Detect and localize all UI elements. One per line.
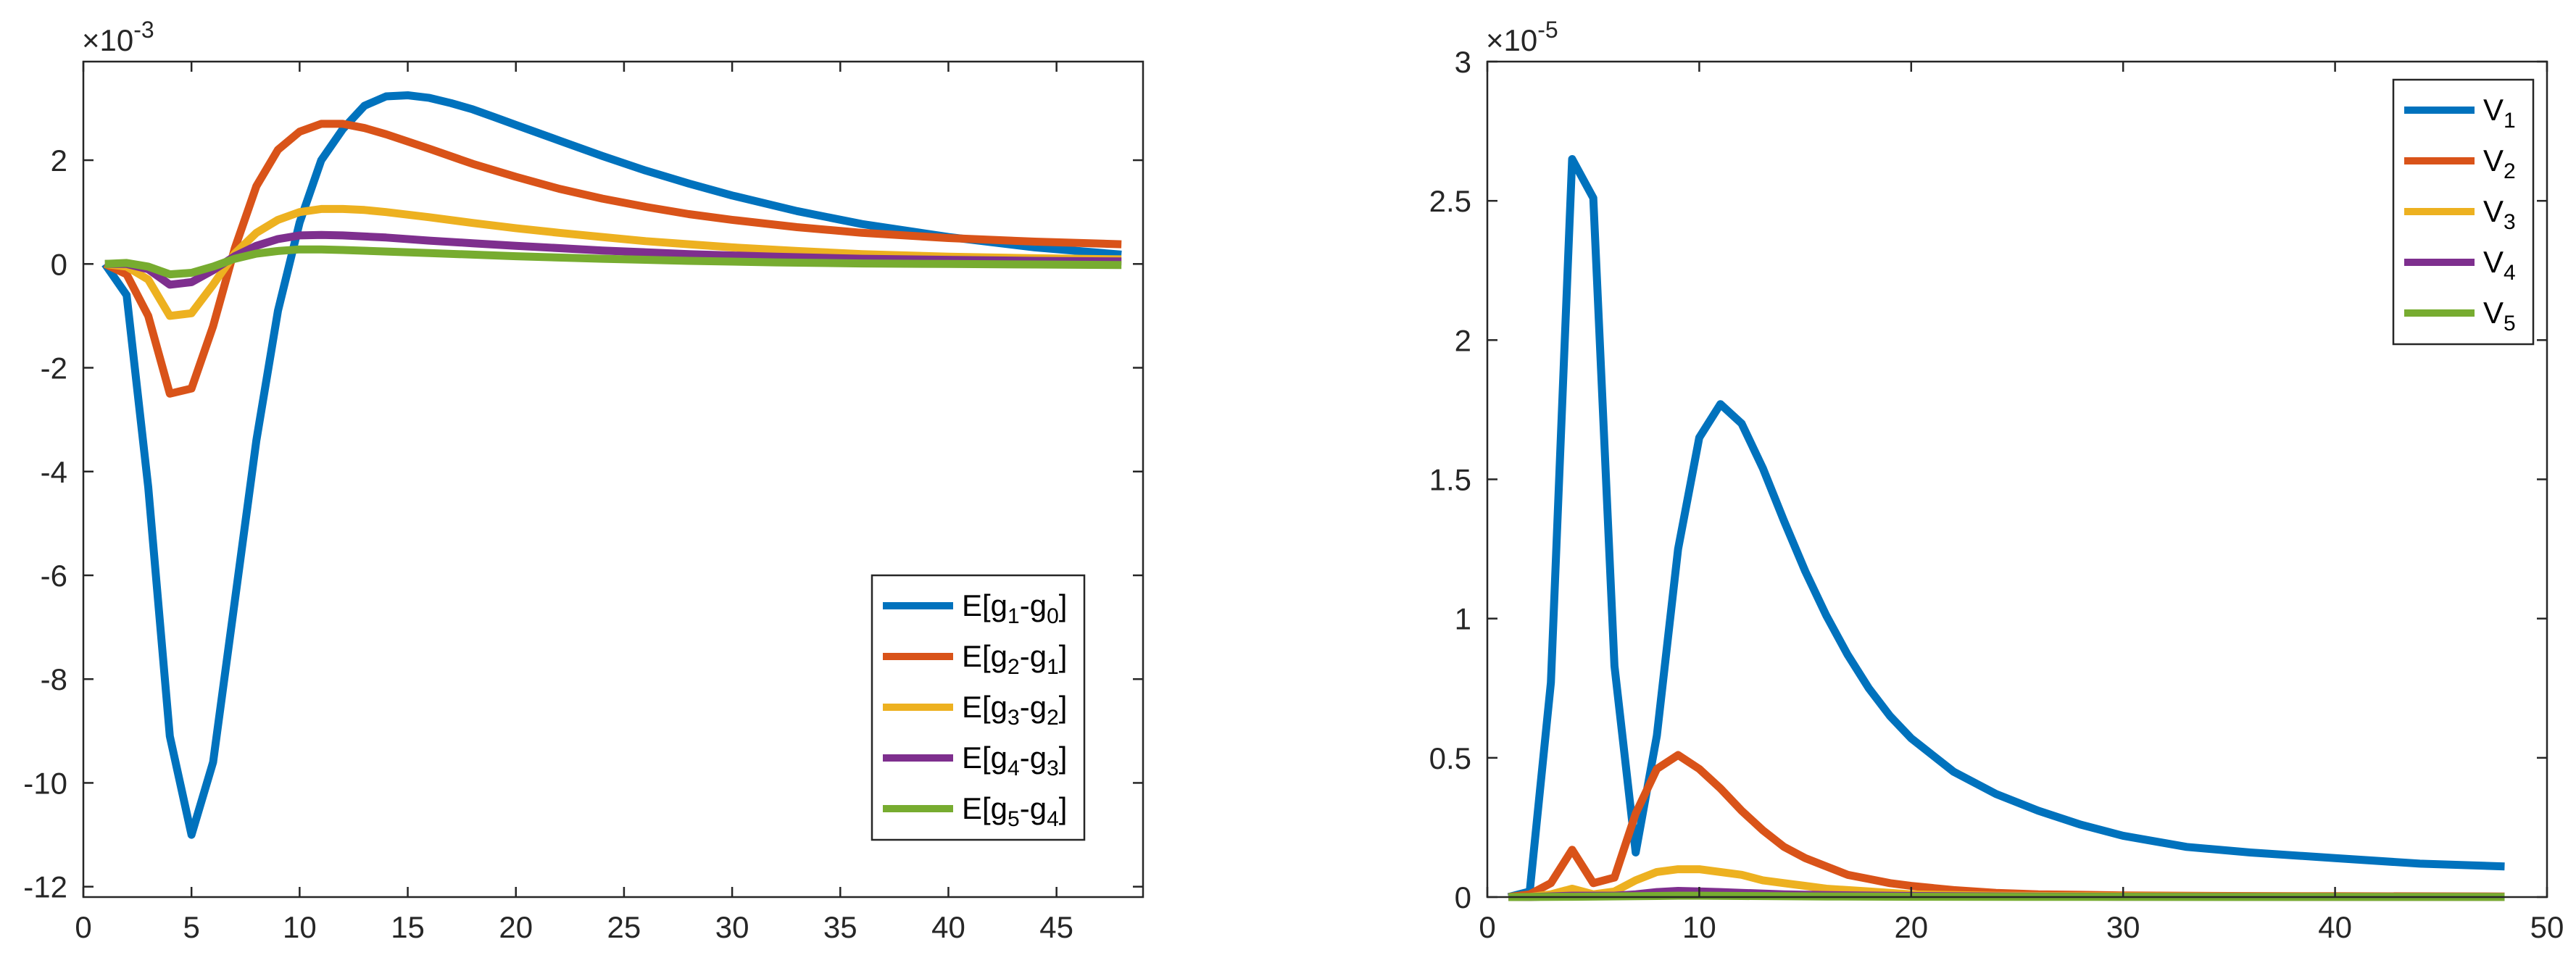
right-legend[interactable]: V1 V2 V3 V4 V5 [2392,78,2535,346]
left-series-line-4 [104,230,1122,289]
right-x-tick-label: 0 [1479,910,1495,944]
right-y-tick-label: 2 [1455,323,1471,357]
left-legend-label-4: E[g4-g3] [962,741,1067,780]
left-x-tick-label: 25 [607,910,641,944]
right-legend-label-1: V1 [2483,93,2516,133]
left-y-tick-label: -4 [41,455,67,489]
right-y-tick-label: 1 [1455,602,1471,636]
right-x-tick-label: 20 [1894,910,1928,944]
left-x-tick-label: 40 [931,910,965,944]
left-series-line-3 [104,204,1122,320]
right-legend-label-5: V5 [2483,296,2516,335]
left-x-tick-label: 45 [1039,910,1073,944]
left-y-tick-label: -10 [23,766,67,800]
left-plot-frame [82,60,1144,899]
left-x-tick-label: 5 [183,910,200,944]
left-x-tick-label: 0 [75,910,91,944]
left-legend-entry[interactable]: E[g2-g1] [883,639,1067,679]
right-y-exponent-base: ×10 [1486,23,1537,57]
left-legend-entry[interactable]: E[g5-g4] [883,791,1067,831]
right-y-exponent-power: -5 [1537,17,1558,43]
left-y-tick-label: 2 [51,143,67,178]
right-x-tick-label: 30 [2106,910,2140,944]
left-series-group [101,91,1122,839]
right-y-tick-label: 0 [1455,880,1471,914]
left-chart: 0 5 10 15 20 25 30 35 40 45 -12 -10 -8 -6 -4 -2 0 2 ×10-3… [23,17,1144,944]
left-x-tick-label: 15 [391,910,425,944]
right-y-tick-label: 2.5 [1429,184,1471,218]
right-legend-entry[interactable]: V1 [2404,93,2516,133]
right-chart: 0 10 20 30 40 50 0 0.5 1 1.5 2 2.5 3 ×10-5 V1 V2 V3 … [1429,17,2564,944]
right-legend-entry[interactable]: V2 [2404,143,2516,183]
left-y-exponent: ×10-3 [82,17,154,57]
right-y-tick-label: 1.5 [1429,463,1471,497]
left-series-line-5 [104,245,1122,279]
left-y-tick-label: 0 [51,247,67,281]
left-legend-entry[interactable]: E[g3-g2] [883,690,1067,730]
right-legend-entry[interactable]: V5 [2404,296,2516,335]
right-legend-entry[interactable]: V3 [2404,194,2516,234]
right-series-line-1 [1507,155,2505,901]
right-y-tick-label: 0.5 [1429,741,1471,775]
left-x-tick-label: 20 [499,910,533,944]
left-y-exponent-power: -3 [133,17,154,43]
left-y-tick-label: -8 [41,662,67,696]
right-y-tick-label: 3 [1455,45,1471,79]
left-tick-group: 0 5 10 15 20 25 30 35 40 45 -12 -10 -8 -6 -4 -2 0 2 [23,62,1143,944]
left-x-tick-label: 10 [283,910,317,944]
left-series-line-2 [103,120,1122,398]
left-legend-label-2: E[g2-g1] [962,639,1067,679]
left-legend-entry[interactable]: E[g1-g0] [883,588,1067,628]
left-y-exponent-base: ×10 [82,23,133,57]
left-legend[interactable]: E[g1-g0] E[g2-g1] E[g3-g2] E[g4-g3] E[g5… [871,574,1086,841]
left-x-tick-label: 35 [823,910,857,944]
right-x-tick-label: 40 [2318,910,2352,944]
right-legend-label-4: V4 [2483,245,2516,285]
left-y-tick-label: -6 [41,559,67,593]
left-legend-label-5: E[g5-g4] [962,791,1067,831]
left-y-tick-label: -2 [41,351,67,385]
left-legend-label-1: E[g1-g0] [962,588,1067,628]
left-legend-entry[interactable]: E[g4-g3] [883,741,1067,780]
right-x-tick-label: 10 [1682,910,1716,944]
right-y-exponent: ×10-5 [1486,17,1558,57]
left-x-tick-label: 30 [715,910,749,944]
right-legend-label-2: V2 [2483,143,2516,183]
left-series-line-1 [101,91,1122,839]
right-legend-entry[interactable]: V4 [2404,245,2516,285]
right-legend-label-3: V3 [2483,194,2516,234]
left-legend-label-3: E[g3-g2] [962,690,1067,730]
right-x-tick-label: 50 [2530,910,2564,944]
right-tick-group: 0 10 20 30 40 50 0 0.5 1 1.5 2 2.5 3 [1429,45,2564,944]
left-y-tick-label: -12 [23,870,67,904]
